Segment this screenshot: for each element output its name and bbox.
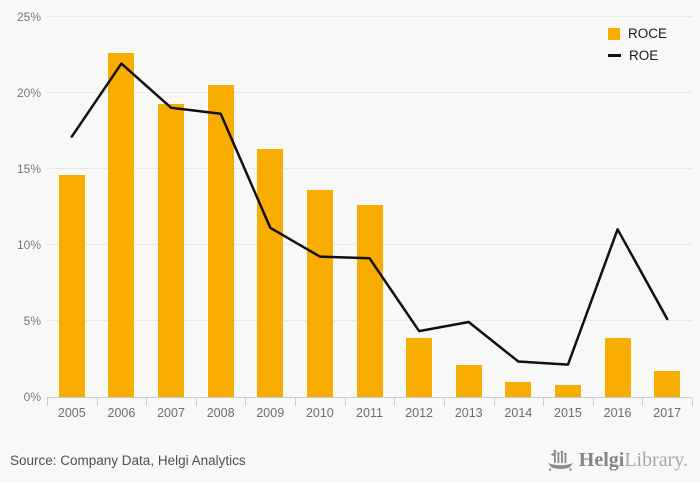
x-axis-tick	[146, 398, 148, 406]
legend-label-roce: ROCE	[627, 26, 667, 41]
x-axis-label-2013: 2013	[454, 406, 483, 420]
gridline-15	[47, 168, 692, 169]
x-axis-tick	[543, 398, 545, 406]
gridline-20	[47, 92, 692, 93]
y-axis-label-10: 10%	[16, 238, 41, 252]
bar-roce-2013[interactable]	[455, 365, 482, 397]
bar-roce-2007[interactable]	[158, 103, 185, 397]
gridline-25	[47, 16, 692, 17]
x-axis-label-2012: 2012	[405, 406, 433, 420]
x-axis-label-2011: 2011	[356, 406, 383, 420]
x-axis-label-2009: 2009	[256, 406, 285, 420]
x-axis-tick	[493, 398, 495, 406]
chart-footer: Source: Company Data, Helgi Analytics	[10, 444, 688, 476]
roe-polyline	[70, 62, 669, 366]
x-axis-label-2016: 2016	[603, 406, 632, 420]
x-axis-label-2010: 2010	[305, 406, 334, 420]
y-axis-label-20: 20%	[16, 86, 41, 100]
helgi-library-logo[interactable]: HelgiLibrary.	[547, 448, 688, 472]
bar-roce-2005[interactable]	[58, 175, 85, 397]
bar-roce-2010[interactable]	[306, 190, 333, 397]
bar-roce-2009[interactable]	[257, 149, 284, 397]
y-axis-label-5: 5%	[23, 314, 41, 328]
x-axis-label-2014: 2014	[504, 406, 533, 420]
legend-item-roe[interactable]: ROE	[607, 48, 667, 63]
bar-roce-2016[interactable]	[604, 337, 631, 397]
roe-line-series[interactable]	[47, 18, 692, 398]
x-axis-tick	[195, 398, 197, 406]
source-text: Source: Company Data, Helgi Analytics	[10, 452, 246, 468]
x-axis-label-2008: 2008	[206, 406, 235, 420]
logo-wordmark: HelgiLibrary.	[579, 449, 688, 472]
bar-roce-2017[interactable]	[654, 371, 681, 397]
legend: ROCE ROE	[607, 26, 667, 63]
bar-roce-2014[interactable]	[505, 381, 532, 397]
bar-roce-2011[interactable]	[356, 205, 383, 397]
x-axis-tick	[592, 398, 594, 406]
bar-roce-2012[interactable]	[406, 337, 433, 397]
logo-text-library: Library.	[624, 448, 688, 471]
bar-roce-2015[interactable]	[554, 384, 581, 397]
x-axis-label-2017: 2017	[653, 406, 682, 420]
y-axis-label-25: 25%	[16, 10, 41, 24]
x-axis-tick	[96, 398, 98, 406]
logo-text-helgi: Helgi	[578, 448, 625, 471]
roce-swatch-icon	[607, 27, 620, 40]
plot-area: 0% 5% 10% 15% 20% 25% 2005 2006 2007 2008 2009 2010…	[17, 10, 693, 420]
x-axis-tick	[245, 398, 247, 406]
x-axis-label-2007: 2007	[157, 406, 185, 420]
x-axis-tick	[692, 398, 693, 406]
helgi-ship-icon	[547, 449, 573, 471]
x-axis-tick	[344, 398, 346, 406]
legend-item-roce[interactable]: ROCE	[607, 26, 667, 41]
y-axis-label-15: 15%	[16, 162, 41, 176]
x-axis-tick	[642, 398, 644, 406]
roe-line-icon	[607, 54, 621, 57]
x-axis-tick	[443, 398, 445, 406]
x-axis-tick	[394, 398, 396, 406]
x-axis-tick	[47, 398, 48, 406]
legend-label-roe: ROE	[628, 48, 659, 63]
x-axis-label-2006: 2006	[107, 406, 136, 420]
x-axis-label-2015: 2015	[554, 406, 582, 420]
x-axis-label-2005: 2005	[57, 406, 86, 420]
x-axis-tick	[295, 398, 297, 406]
y-axis-label-0: 0%	[23, 390, 41, 404]
bar-roce-2008[interactable]	[207, 85, 234, 397]
bar-roce-2006[interactable]	[108, 53, 135, 397]
